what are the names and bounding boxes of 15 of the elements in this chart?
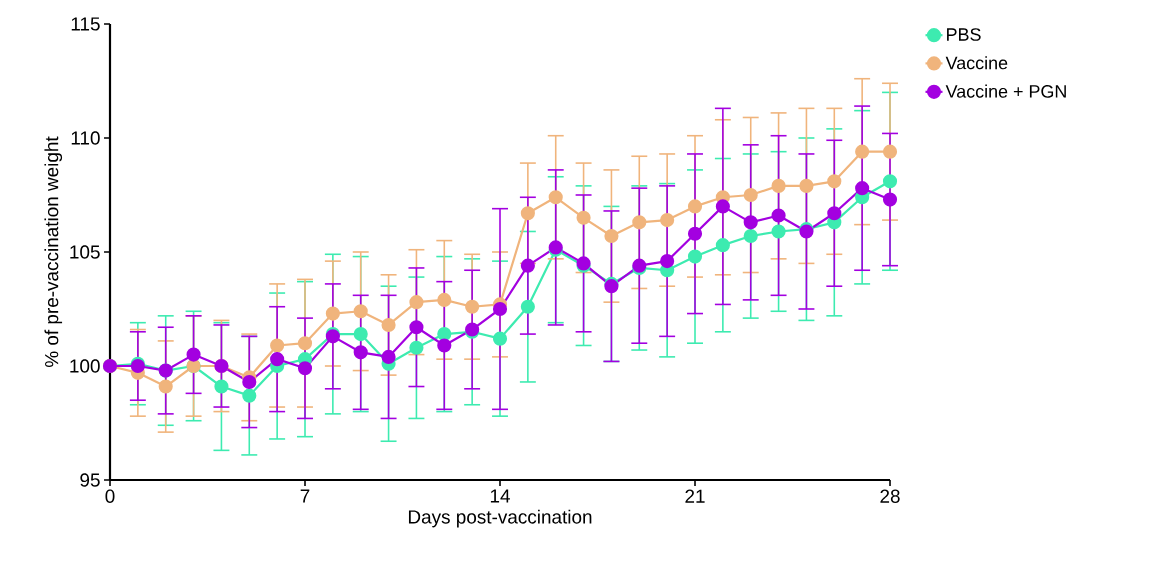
x-tick-label: 0	[105, 489, 115, 503]
y-tick-label: 100	[70, 359, 100, 373]
y-tick-label: 110	[71, 131, 100, 145]
legend-label: PBS	[947, 28, 981, 41]
y-tick-label: 95	[80, 473, 100, 487]
x-tick-label: 21	[685, 489, 705, 503]
y-tick-label: 105	[70, 245, 100, 259]
y-tick-label: 115	[71, 17, 100, 31]
x-tick-label: 28	[880, 489, 900, 503]
x-tick-label: 14	[490, 489, 510, 503]
y-axis-title: % of pre-vaccination weight	[44, 136, 63, 368]
x-tick-label: 7	[300, 489, 310, 503]
x-axis-title: Days post-vaccination	[408, 509, 592, 528]
legend-label: Vaccine	[945, 56, 1008, 70]
legend-label: Vaccine + PGN	[945, 84, 1066, 98]
